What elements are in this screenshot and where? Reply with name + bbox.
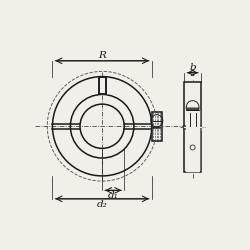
Text: d₁: d₁ (108, 191, 118, 200)
Circle shape (188, 143, 198, 152)
Bar (186, 110, 199, 170)
Text: d₂: d₂ (97, 200, 108, 209)
Bar (99, 76, 105, 94)
Bar (184, 82, 201, 172)
Bar (152, 112, 162, 141)
Circle shape (186, 101, 199, 113)
Text: b: b (189, 63, 196, 72)
Text: R: R (98, 51, 106, 60)
Circle shape (190, 145, 195, 150)
Bar (184, 126, 201, 128)
Bar (152, 112, 162, 141)
